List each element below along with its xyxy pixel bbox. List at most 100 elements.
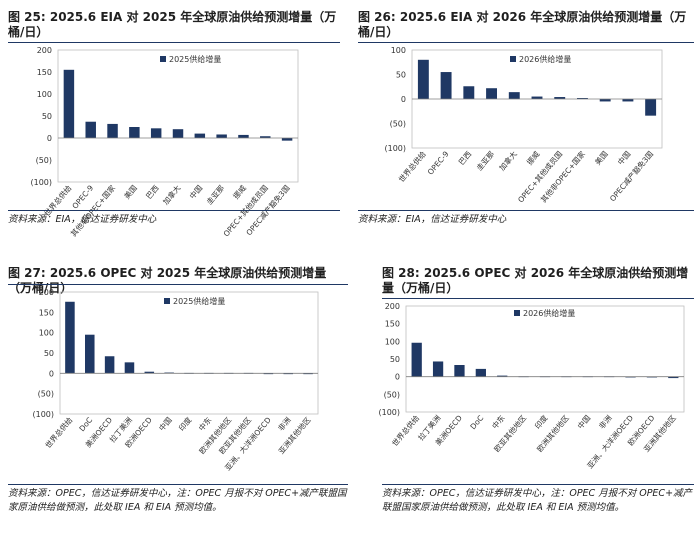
bar [107, 123, 118, 138]
title-rule [8, 284, 348, 285]
bar [164, 372, 174, 374]
y-tick-label: 50 [42, 112, 52, 121]
bar [260, 136, 271, 138]
category-label: 中国 [156, 415, 173, 433]
category-label: OPEC减产豁免3国 [607, 149, 655, 203]
source-rule [8, 484, 348, 485]
category-label: 中东 [196, 414, 214, 432]
legend-swatch [514, 310, 520, 316]
bar [104, 356, 115, 374]
y-tick-label: (50) [38, 390, 54, 399]
plot-frame [57, 49, 299, 183]
legend-swatch [164, 298, 170, 304]
y-tick-label: 100 [37, 90, 52, 99]
source-rule [358, 210, 694, 211]
category-label: 巴西 [144, 183, 161, 201]
source-note: 资料来源：EIA，信达证券研发中心 [8, 214, 157, 225]
bar [486, 88, 497, 99]
legend-label: 2026供给增量 [519, 54, 571, 64]
y-tick-label: 200 [37, 46, 52, 55]
bar [144, 371, 155, 374]
y-tick-label: (50) [390, 120, 406, 129]
category-label: DoC [468, 414, 485, 432]
bar [65, 301, 75, 374]
source-note: 资料来源：OPEC，信达证券研发中心，注：OPEC 月报不对 OPEC+减产联盟… [382, 488, 693, 513]
legend-label: 2026供给增量 [523, 308, 575, 318]
y-tick-label: (50) [36, 156, 52, 165]
y-tick-label: 50 [390, 355, 400, 364]
category-label: 美国 [122, 183, 139, 201]
bar [475, 368, 486, 377]
category-label: 圭亚那 [474, 148, 496, 172]
bar [508, 92, 520, 99]
bar [554, 97, 566, 99]
figure-title: 图 25: 2025.6 EIA 对 2025 年全球原油供给预测增量（万桶/日… [8, 10, 337, 39]
bar [281, 138, 293, 141]
category-label: 圭亚那 [204, 182, 226, 206]
category-label: 挪威 [524, 148, 542, 166]
y-tick-label: 150 [37, 68, 52, 77]
y-tick-label: 50 [396, 71, 406, 80]
y-tick-label: 50 [44, 349, 54, 358]
source-note: 资料来源：OPEC，信达证券研发中心，注：OPEC 月报不对 OPEC+减产联盟… [8, 488, 347, 513]
category-label: 美国 [592, 149, 609, 167]
bar [497, 375, 508, 377]
category-label: 世界总供给 [43, 414, 75, 450]
title-rule [382, 298, 694, 299]
source-rule [8, 210, 340, 211]
y-tick-label: 0 [395, 373, 400, 382]
category-label: 世界总供给 [396, 148, 428, 184]
bar [668, 376, 679, 379]
category-label: 加拿大 [160, 182, 182, 206]
legend-swatch [160, 56, 166, 62]
y-tick-label: (100) [384, 144, 406, 153]
legend-label: 2025供给增量 [169, 54, 221, 64]
bar [238, 134, 249, 138]
category-label: 中国 [575, 413, 592, 431]
bar [150, 128, 162, 138]
y-tick-label: 150 [39, 308, 54, 317]
category-label: 中国 [187, 183, 204, 201]
category-label: 非洲 [275, 415, 292, 433]
bar [622, 99, 634, 102]
bar [63, 69, 75, 138]
legend-label: 2025供给增量 [173, 296, 225, 306]
figure-title: 图 28: 2025.6 OPEC 对 2026 年全球原油供给预测增量（万桶/… [382, 266, 689, 295]
bar [454, 365, 465, 377]
category-label: 巴西 [457, 149, 474, 167]
category-label: 非洲 [596, 413, 613, 431]
bar [645, 99, 657, 116]
title-rule [8, 42, 340, 43]
source-rule [382, 484, 694, 485]
bar [440, 72, 452, 99]
y-tick-label: 0 [47, 134, 52, 143]
y-tick-label: 100 [385, 337, 400, 346]
plot-frame [59, 291, 319, 415]
y-tick-label: 0 [49, 369, 54, 378]
bar-chart: 200150100500(50)(100)世界总供给OPEC-9其他非OPEC+… [30, 46, 299, 238]
y-tick-label: 0 [401, 95, 406, 104]
y-tick-label: 200 [39, 288, 54, 297]
legend-swatch [510, 56, 516, 62]
bar [599, 99, 611, 102]
bar [85, 121, 96, 138]
bar [577, 98, 588, 99]
bar [303, 373, 313, 375]
bar [216, 134, 227, 138]
bar [129, 127, 140, 138]
bar [411, 342, 422, 377]
y-tick-label: (50) [384, 390, 400, 399]
bar [463, 86, 475, 99]
bar [85, 334, 95, 374]
bar [172, 129, 184, 138]
y-tick-label: (100) [30, 178, 52, 187]
bar [531, 96, 543, 99]
y-tick-label: (100) [32, 410, 54, 419]
category-label: 挪威 [231, 182, 249, 200]
y-tick-label: 200 [385, 302, 400, 311]
bar [124, 362, 135, 374]
category-label: 中东 [489, 412, 507, 430]
